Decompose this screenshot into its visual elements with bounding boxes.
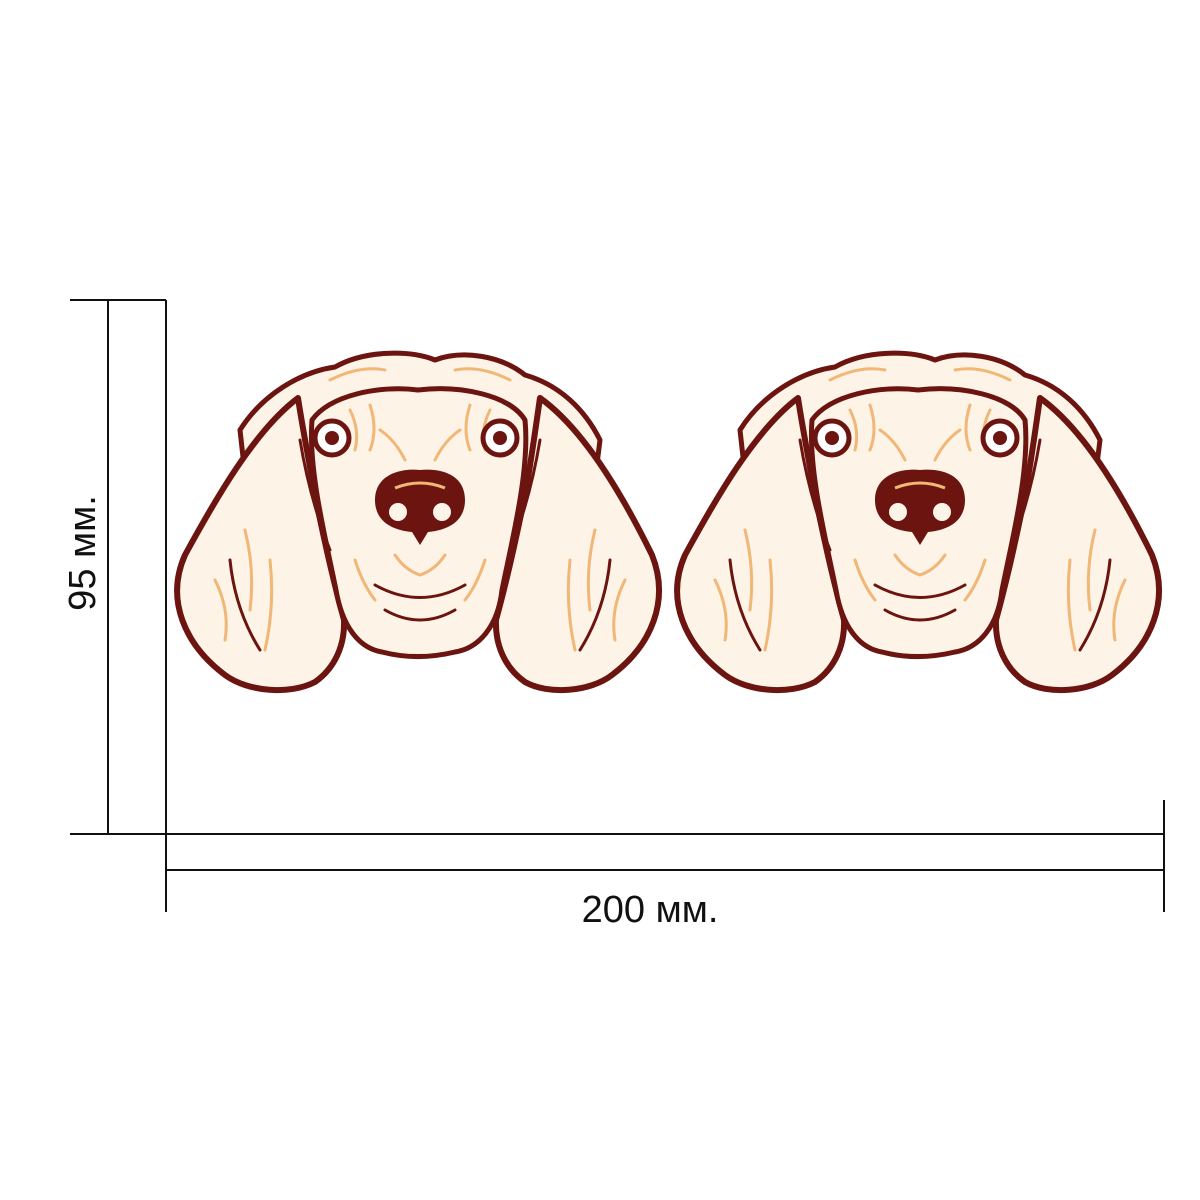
beagle-sticker-right bbox=[677, 353, 1159, 690]
width-label: 200 мм. bbox=[582, 889, 719, 931]
beagle-sticker-left bbox=[177, 353, 659, 690]
height-label: 95 мм. bbox=[62, 495, 104, 611]
width-dimension bbox=[165, 800, 1165, 912]
height-dimension bbox=[70, 299, 167, 835]
